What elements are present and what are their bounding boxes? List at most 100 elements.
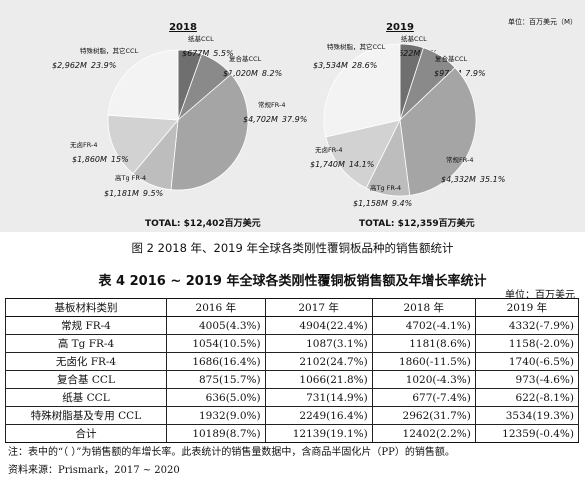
slice-value: $677M — [182, 49, 209, 58]
table-row: 无卤化 FR-4 1686(16.4%) 2102(24.7%) 1860(-11.5… — [5, 352, 580, 371]
pie-slice — [107, 49, 179, 121]
value-cell: 4005(4.3%) — [166, 316, 266, 335]
slice-name-label: 复合基CCL — [435, 54, 468, 63]
value-cell: 1686(16.4%) — [166, 352, 266, 371]
value-cell: 1020(-4.3%) — [371, 370, 476, 389]
slice-value: $4,702M — [243, 115, 278, 124]
slice-name-label: 无卤FR-4 — [70, 140, 97, 149]
slice-name-label: 复合基CCL — [229, 54, 262, 63]
slice-value-label: $1,020M 8.2% — [223, 69, 282, 78]
value-cell: 1158(-2.0%) — [474, 334, 580, 353]
pie-slice — [325, 119, 401, 189]
slice-name-label: 高Tg FR-4 — [370, 183, 401, 192]
value-cell: 622(-8.1%) — [474, 388, 580, 407]
slice-value-label: $677M 5.5% — [182, 49, 234, 58]
value-cell: 636(5.0%) — [166, 388, 266, 407]
value-cell: 4904(22.4%) — [264, 316, 373, 335]
value-cell: 4702(-4.1%) — [371, 316, 476, 335]
category-cell: 高 Tg FR-4 — [5, 334, 167, 353]
value-cell: 1066(21.8%) — [264, 370, 373, 389]
value-cell: 12139(19.1%) — [264, 424, 373, 443]
slice-percent: 9.5% — [143, 189, 163, 198]
figure-caption: 图 2 2018 年、2019 年全球各类刚性覆铜板品种的销售额统计 — [131, 241, 454, 255]
total-label: TOTAL: $12,402百万美元 — [145, 217, 261, 229]
pie-title: 2019 — [386, 22, 414, 33]
value-cell: 1054(10.5%) — [166, 334, 266, 353]
table-title: 表 4 2016 ~ 2019 年全球各类刚性覆铜板销售额及年增长率统计 — [98, 274, 487, 289]
pie-charts-panel: 2018 纸基CCL $677M 5.5% 复合基CCL $1,020M 8.2% 常规FR-… — [0, 0, 585, 232]
pie-slice — [323, 43, 401, 138]
slice-value-label: $1,860M 15% — [72, 155, 129, 164]
category-cell: 特殊树脂基及专用 CCL — [5, 406, 167, 425]
slice-value: $1,020M — [223, 69, 258, 78]
slice-value: $1,860M — [72, 155, 107, 164]
value-cell: 973(-4.6%) — [474, 370, 580, 389]
slice-percent: 8.2% — [262, 69, 282, 78]
value-cell: 2102(24.7%) — [264, 352, 373, 371]
value-cell: 2249(16.4%) — [264, 406, 373, 425]
value-cell: 875(15.7%) — [166, 370, 266, 389]
pie-slice — [107, 114, 179, 175]
slice-value-label: $4,702M 37.9% — [243, 115, 307, 124]
slice-value: $2,962M — [52, 61, 87, 70]
slice-percent: 9.4% — [392, 199, 412, 208]
table-row: 高 Tg FR-4 1054(10.5%) 1087(3.1%) 1181(8.6%)… — [5, 334, 580, 353]
slice-percent: 7.9% — [465, 69, 485, 78]
slice-value: $622M — [393, 49, 420, 58]
slice-percent: 28.6% — [352, 61, 377, 70]
value-cell: 2962(31.7%) — [371, 406, 476, 425]
slice-percent: 14.1% — [349, 160, 374, 169]
value-cell: 1087(3.1%) — [264, 334, 373, 353]
slice-value-label: $973M 7.9% — [434, 69, 486, 78]
category-cell: 无卤化 FR-4 — [5, 352, 167, 371]
sales-table: 基板材料类别 2016 年 2017 年 2018 年 2019 年 常规 FR… — [5, 298, 580, 443]
slice-value-label: $1,181M 9.5% — [104, 189, 163, 198]
table-row: 复合基 CCL 875(15.7%) 1066(21.8%) 1020(-4.3%) 9… — [5, 370, 580, 389]
category-cell: 常规 FR-4 — [5, 316, 167, 335]
value-cell: 10189(8.7%) — [166, 424, 266, 443]
slice-value-label: $1,158M 9.4% — [353, 199, 412, 208]
slice-value-label: $1,740M 14.1% — [310, 160, 374, 169]
pie-slice — [170, 73, 249, 191]
category-cell: 合计 — [5, 424, 167, 443]
slice-name-label: 常规FR-4 — [258, 100, 285, 109]
slice-percent: 35.1% — [480, 175, 505, 184]
slice-value: $4,332M — [441, 175, 476, 184]
unit-label: 单位：百万美元（M） — [508, 17, 577, 26]
table-unit: 单位：百万美元 — [505, 290, 575, 301]
slice-percent: 37.9% — [282, 115, 307, 124]
table-note: 注：表中的“（ ）”为销售额的年增长率。此表统计的销售量数据中，含商品半固化片（… — [8, 447, 455, 458]
slice-value-label: $2,962M 23.9% — [52, 61, 116, 70]
column-header: 2019 年 — [474, 298, 580, 317]
value-cell: 4332(-7.9%) — [474, 316, 580, 335]
value-cell: 731(14.9%) — [264, 388, 373, 407]
total-label: TOTAL: $12,359百万美元 — [359, 217, 475, 229]
category-cell: 复合基 CCL — [5, 370, 167, 389]
value-cell: 1181(8.6%) — [371, 334, 476, 353]
pie-slice — [399, 67, 477, 196]
slice-value: $1,181M — [104, 189, 139, 198]
value-cell: 12402(2.2%) — [371, 424, 476, 443]
slice-name-label: 高Tg FR-4 — [115, 173, 146, 182]
table-row: 特殊树脂基及专用 CCL 1932(9.0%) 2249(16.4%) 2962(31… — [5, 406, 580, 425]
slice-name-label: 无卤FR-4 — [315, 145, 342, 154]
column-header: 2016 年 — [166, 298, 266, 317]
value-cell: 1860(-11.5%) — [371, 352, 476, 371]
slice-name-label: 特殊树脂，其它CCL — [80, 46, 139, 55]
slice-percent: 15% — [111, 155, 129, 164]
slice-name-label: 特殊树脂，其它CCL — [327, 42, 386, 51]
table-row: 常规 FR-4 4005(4.3%) 4904(22.4%) 4702(-4.1%) 4… — [5, 316, 580, 335]
value-cell: 1740(-6.5%) — [474, 352, 580, 371]
slice-name-label: 常规FR-4 — [446, 155, 473, 164]
value-cell: 12359(-0.4%) — [474, 424, 580, 443]
slice-name-label: 纸基CCL — [188, 34, 214, 43]
value-cell: 1932(9.0%) — [166, 406, 266, 425]
slice-name-label: 纸基CCL — [401, 34, 427, 43]
slice-value: $1,158M — [353, 199, 388, 208]
table-header-row: 基板材料类别 2016 年 2017 年 2018 年 2019 年 — [5, 298, 580, 317]
value-cell: 3534(19.3%) — [474, 406, 580, 425]
slice-value: $1,740M — [310, 160, 345, 169]
table-row: 纸基 CCL 636(5.0%) 731(14.9%) 677(-7.4%) 622(-… — [5, 388, 580, 407]
slice-percent: 23.9% — [91, 61, 116, 70]
slice-value-label: $4,332M 35.1% — [441, 175, 505, 184]
